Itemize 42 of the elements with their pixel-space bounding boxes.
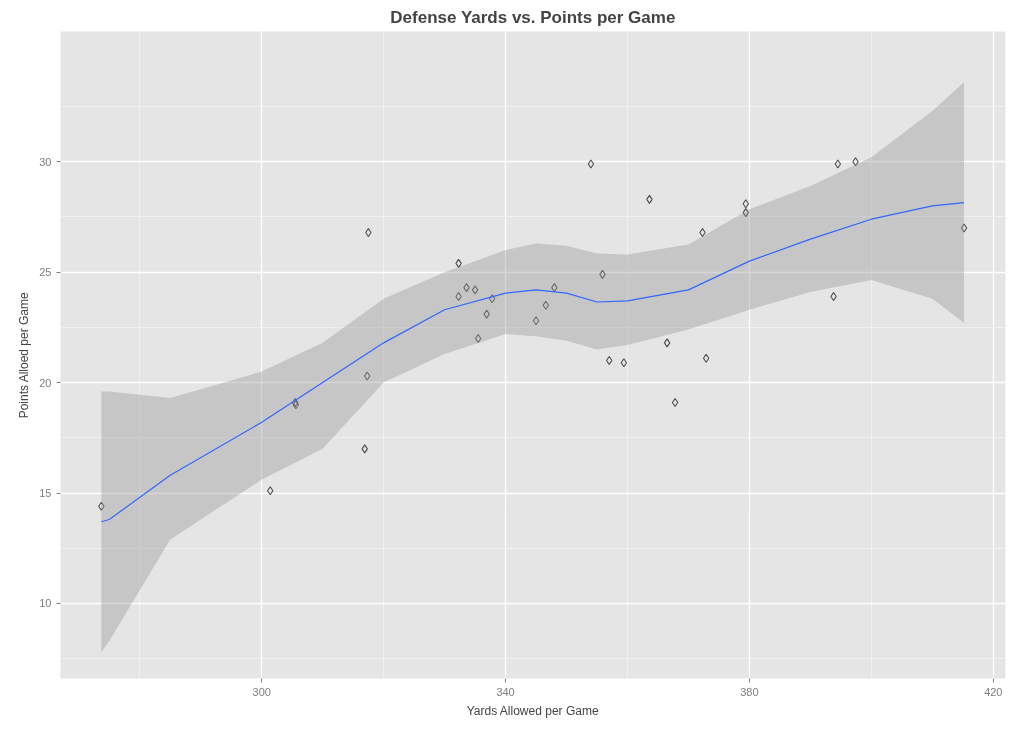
point: [834, 159, 842, 169]
line-series: [100, 202, 965, 523]
point: [620, 358, 628, 368]
x-tick-label: 380: [740, 685, 759, 698]
x-tick-label: 300: [252, 685, 271, 698]
point: [605, 355, 613, 366]
point: [599, 269, 606, 279]
point: [663, 338, 671, 348]
x-tick-label: 340: [496, 685, 515, 698]
x-axis-title: Yards Allowed per Game: [466, 703, 599, 718]
y-tick-label: 15: [39, 487, 52, 500]
point: [702, 353, 710, 363]
point: [646, 194, 653, 204]
y-tick-label: 25: [39, 266, 52, 279]
point: [365, 227, 372, 237]
point: [267, 486, 274, 496]
y-axis-title: Points Alloed per Game: [17, 291, 32, 419]
point: [483, 309, 490, 319]
point: [471, 285, 479, 295]
point: [292, 400, 300, 410]
point: [98, 501, 105, 511]
point: [463, 283, 470, 293]
y-tick-label: 30: [39, 155, 52, 168]
point: [852, 157, 859, 167]
point: [671, 397, 679, 408]
point: [474, 333, 482, 343]
point: [699, 227, 706, 237]
point: [361, 444, 368, 454]
y-tick-label: 20: [39, 376, 52, 389]
chart-title: Defense Yards vs. Points per Game: [390, 7, 676, 27]
point: [960, 223, 968, 233]
point: [488, 294, 496, 304]
y-tick-label: 10: [39, 597, 52, 610]
point: [551, 283, 558, 293]
point: [587, 159, 595, 169]
point: [455, 258, 462, 268]
point: [542, 300, 550, 310]
point: [363, 371, 371, 381]
point: [742, 208, 749, 218]
x-tick-label: 420: [984, 685, 1003, 698]
point: [532, 316, 540, 326]
point: [742, 199, 749, 209]
